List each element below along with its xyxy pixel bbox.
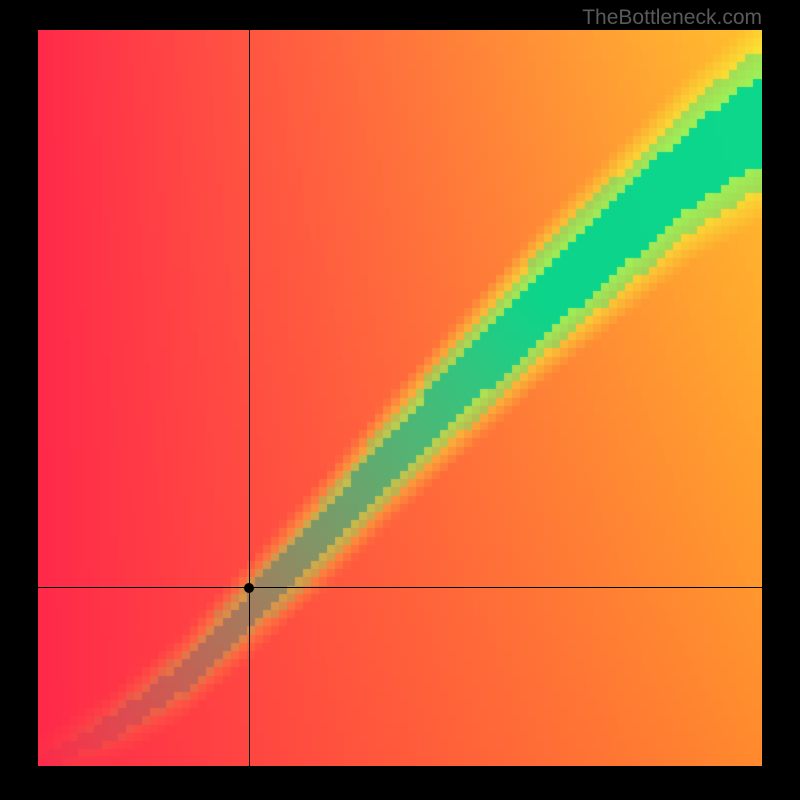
bottleneck-heatmap (38, 30, 762, 766)
watermark-text: TheBottleneck.com (582, 6, 762, 30)
crosshair-marker (244, 583, 254, 593)
crosshair-horizontal (38, 587, 762, 588)
crosshair-vertical (249, 30, 250, 766)
chart-container: { "watermark": { "text": "TheBottleneck.… (0, 0, 800, 800)
